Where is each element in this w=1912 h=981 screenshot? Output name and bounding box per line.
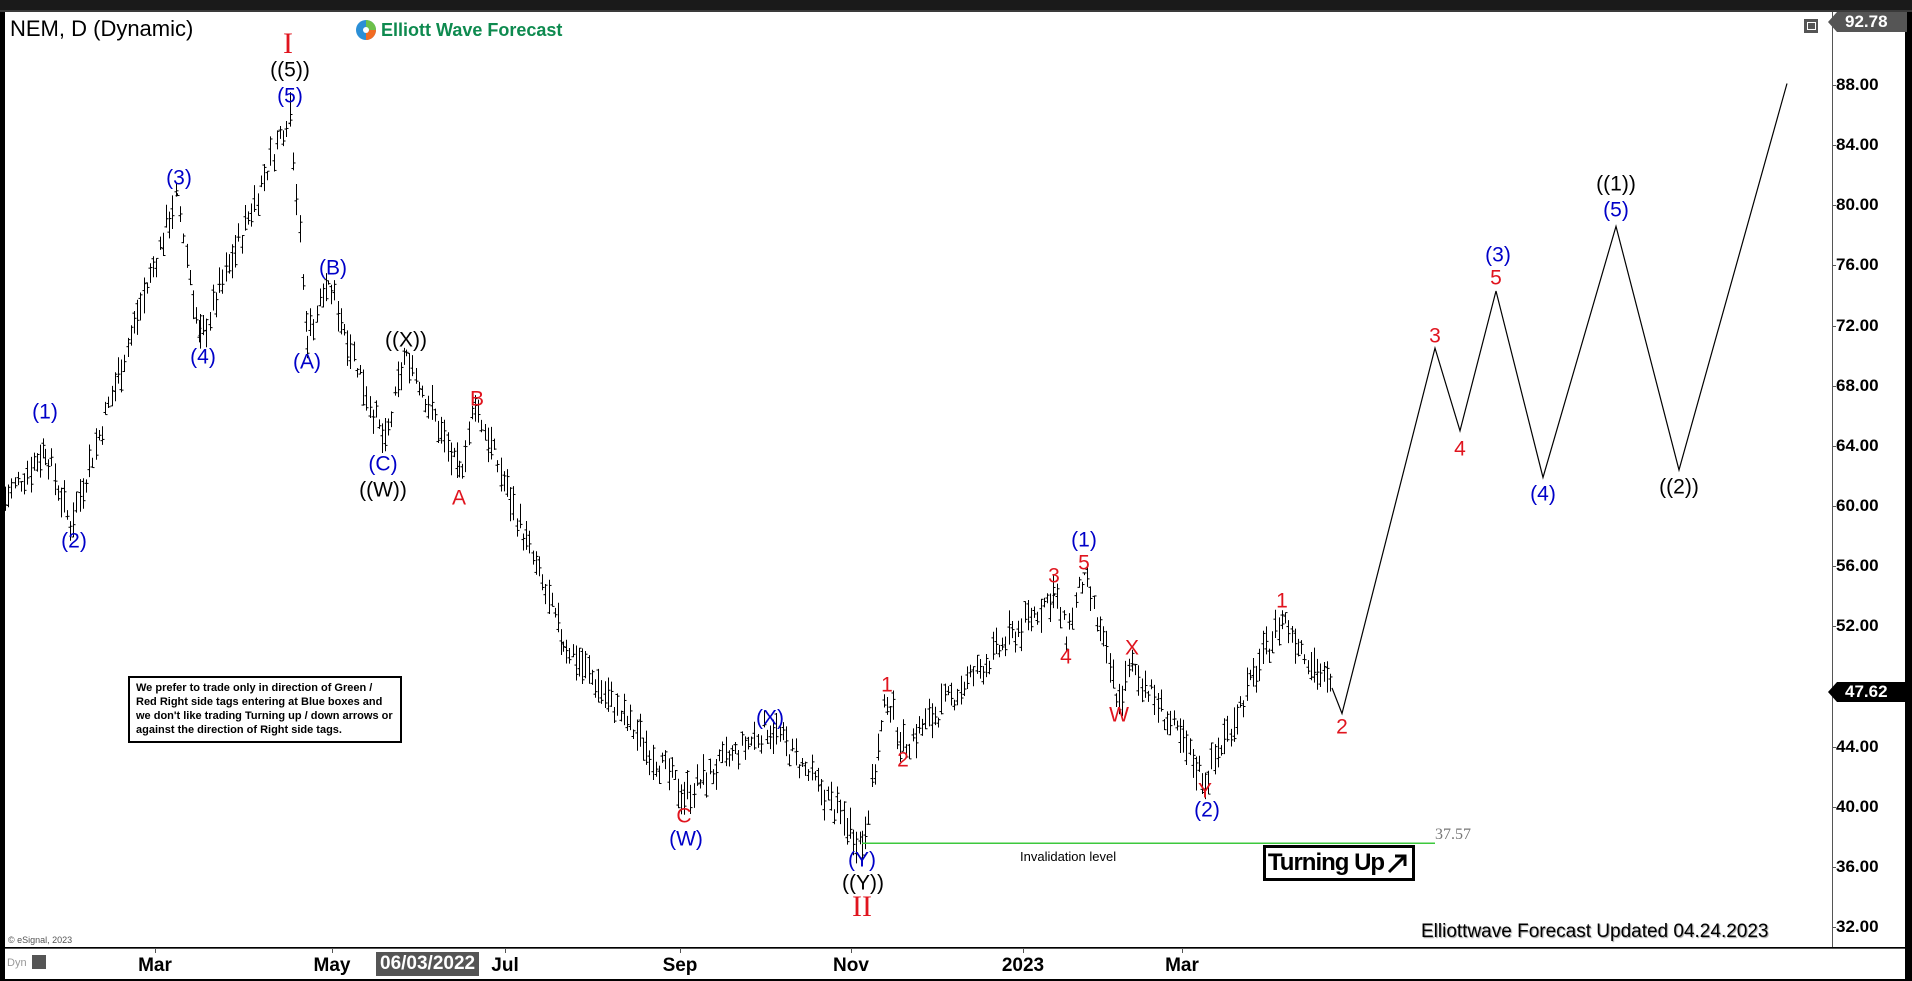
wave-label: 1 — [1276, 589, 1288, 613]
arrow-up-right-icon — [1388, 854, 1407, 874]
wave-label: 2 — [1336, 715, 1348, 739]
y-tick-label: 76.00 — [1832, 255, 1879, 275]
wave-label: C — [676, 804, 692, 828]
wave-label: (W) — [669, 827, 703, 851]
turning-up-label: Turning Up — [1267, 849, 1385, 876]
chart-panel — [5, 12, 1905, 947]
wave-label: ((1)) — [1596, 172, 1636, 196]
last-price-tag: 47.62 — [1828, 682, 1912, 702]
wave-label: ((Y)) — [842, 871, 884, 895]
price-plot-area[interactable] — [5, 12, 1832, 947]
x-tick-mark — [332, 949, 333, 953]
wave-label: (5) — [1603, 198, 1629, 222]
x-tick-label: Jul — [491, 955, 519, 976]
elliott-wave-logo-icon — [356, 20, 376, 40]
invalidation-label: Invalidation level — [1020, 849, 1117, 864]
window-top-bar — [0, 0, 1912, 12]
invalidation-value: 37.57 — [1435, 826, 1471, 843]
wave-label: 3 — [1429, 324, 1441, 348]
x-tick-mark — [851, 949, 852, 953]
y-tick-label: 80.00 — [1832, 195, 1879, 215]
wave-label: (C) — [368, 452, 398, 476]
brand-logo: Elliott Wave Forecast — [355, 19, 562, 41]
updated-stamp: Elliottwave Forecast Updated 04.24.2023 — [1421, 921, 1769, 942]
wave-label: B — [469, 387, 485, 411]
restore-window-icon[interactable] — [1804, 19, 1818, 33]
y-tick-label: 84.00 — [1832, 135, 1879, 155]
wave-label: 4 — [1454, 437, 1466, 461]
x-tick-label: Mar — [1165, 955, 1199, 976]
dynamic-label: Dyn — [7, 957, 27, 969]
wave-label: 5 — [1078, 551, 1090, 575]
wave-label: (X) — [756, 706, 784, 730]
wave-label: X — [1124, 636, 1140, 660]
wave-label: (4) — [190, 345, 216, 369]
y-tick-label: 72.00 — [1832, 315, 1879, 335]
max-price-tag: 92.78 — [1828, 12, 1907, 32]
wave-label: 3 — [1048, 564, 1060, 588]
wave-label: (Y) — [848, 848, 876, 872]
wave-label: ((2)) — [1659, 475, 1699, 499]
x-tick-mark — [1023, 949, 1024, 953]
wave-label: (3) — [166, 166, 192, 190]
wave-label: W — [1109, 703, 1129, 727]
x-tick-mark — [680, 949, 681, 953]
x-axis[interactable]: Dyn Mar May Jul Sep Nov 2023 Mar 06/03/2022 — [5, 948, 1905, 979]
copyright-text: © eSignal, 2023 — [8, 935, 73, 945]
wave-label: (A) — [293, 350, 321, 374]
x-tick-label: Nov — [833, 955, 869, 976]
y-tick-label: 44.00 — [1832, 736, 1879, 756]
wave-label: (1) — [32, 400, 58, 424]
wave-label: II — [852, 890, 872, 923]
wave-label: (4) — [1530, 482, 1556, 506]
wave-label: (5) — [277, 84, 303, 108]
x-tick-mark — [505, 949, 506, 953]
y-tick-label: 68.00 — [1832, 375, 1879, 395]
y-tick-label: 64.00 — [1832, 435, 1879, 455]
wave-label: (1) — [1071, 528, 1097, 552]
x-tick-mark — [1182, 949, 1183, 953]
projected-wave-path — [1331, 83, 1788, 716]
wave-label: I — [283, 27, 293, 60]
wave-label: A — [451, 486, 467, 510]
y-tick-label: 88.00 — [1832, 75, 1879, 94]
trading-notice-box: We prefer to trade only in direction of … — [128, 676, 402, 743]
y-axis-line — [1832, 12, 1833, 947]
y-tick-label: 40.00 — [1832, 796, 1879, 816]
lock-icon[interactable] — [32, 955, 46, 969]
x-tick-mark — [155, 949, 156, 953]
x-tick-label: Sep — [662, 955, 698, 976]
turning-up-badge: Turning Up — [1263, 845, 1415, 881]
wave-label: 5 — [1490, 266, 1502, 290]
wave-label: ((5)) — [270, 58, 310, 82]
y-tick-label: 56.00 — [1832, 556, 1879, 576]
wave-label: (2) — [1194, 798, 1220, 822]
wave-label: 2 — [897, 748, 909, 772]
date-cursor-label: 06/03/2022 — [376, 952, 480, 976]
wave-label: (B) — [319, 256, 347, 280]
wave-label: (3) — [1485, 243, 1511, 267]
x-tick-label: 2023 — [1001, 955, 1045, 976]
symbol-title: NEM, D (Dynamic) — [10, 16, 194, 41]
wave-label: 4 — [1060, 645, 1072, 669]
wave-label: Y — [1197, 779, 1213, 803]
wave-label: ((W)) — [359, 478, 407, 502]
y-tick-label: 32.00 — [1832, 917, 1879, 937]
y-tick-label: 60.00 — [1832, 496, 1879, 515]
wave-label: 1 — [881, 673, 893, 697]
x-tick-label: May — [313, 955, 351, 976]
y-tick-label: 52.00 — [1832, 616, 1879, 636]
price-bars — [5, 92, 1333, 865]
y-tick-label: 36.00 — [1832, 856, 1879, 876]
brand-name: Elliott Wave Forecast — [381, 19, 563, 40]
x-tick-label: Mar — [138, 955, 172, 976]
wave-label: ((X)) — [385, 328, 427, 352]
wave-label: (2) — [61, 529, 87, 553]
